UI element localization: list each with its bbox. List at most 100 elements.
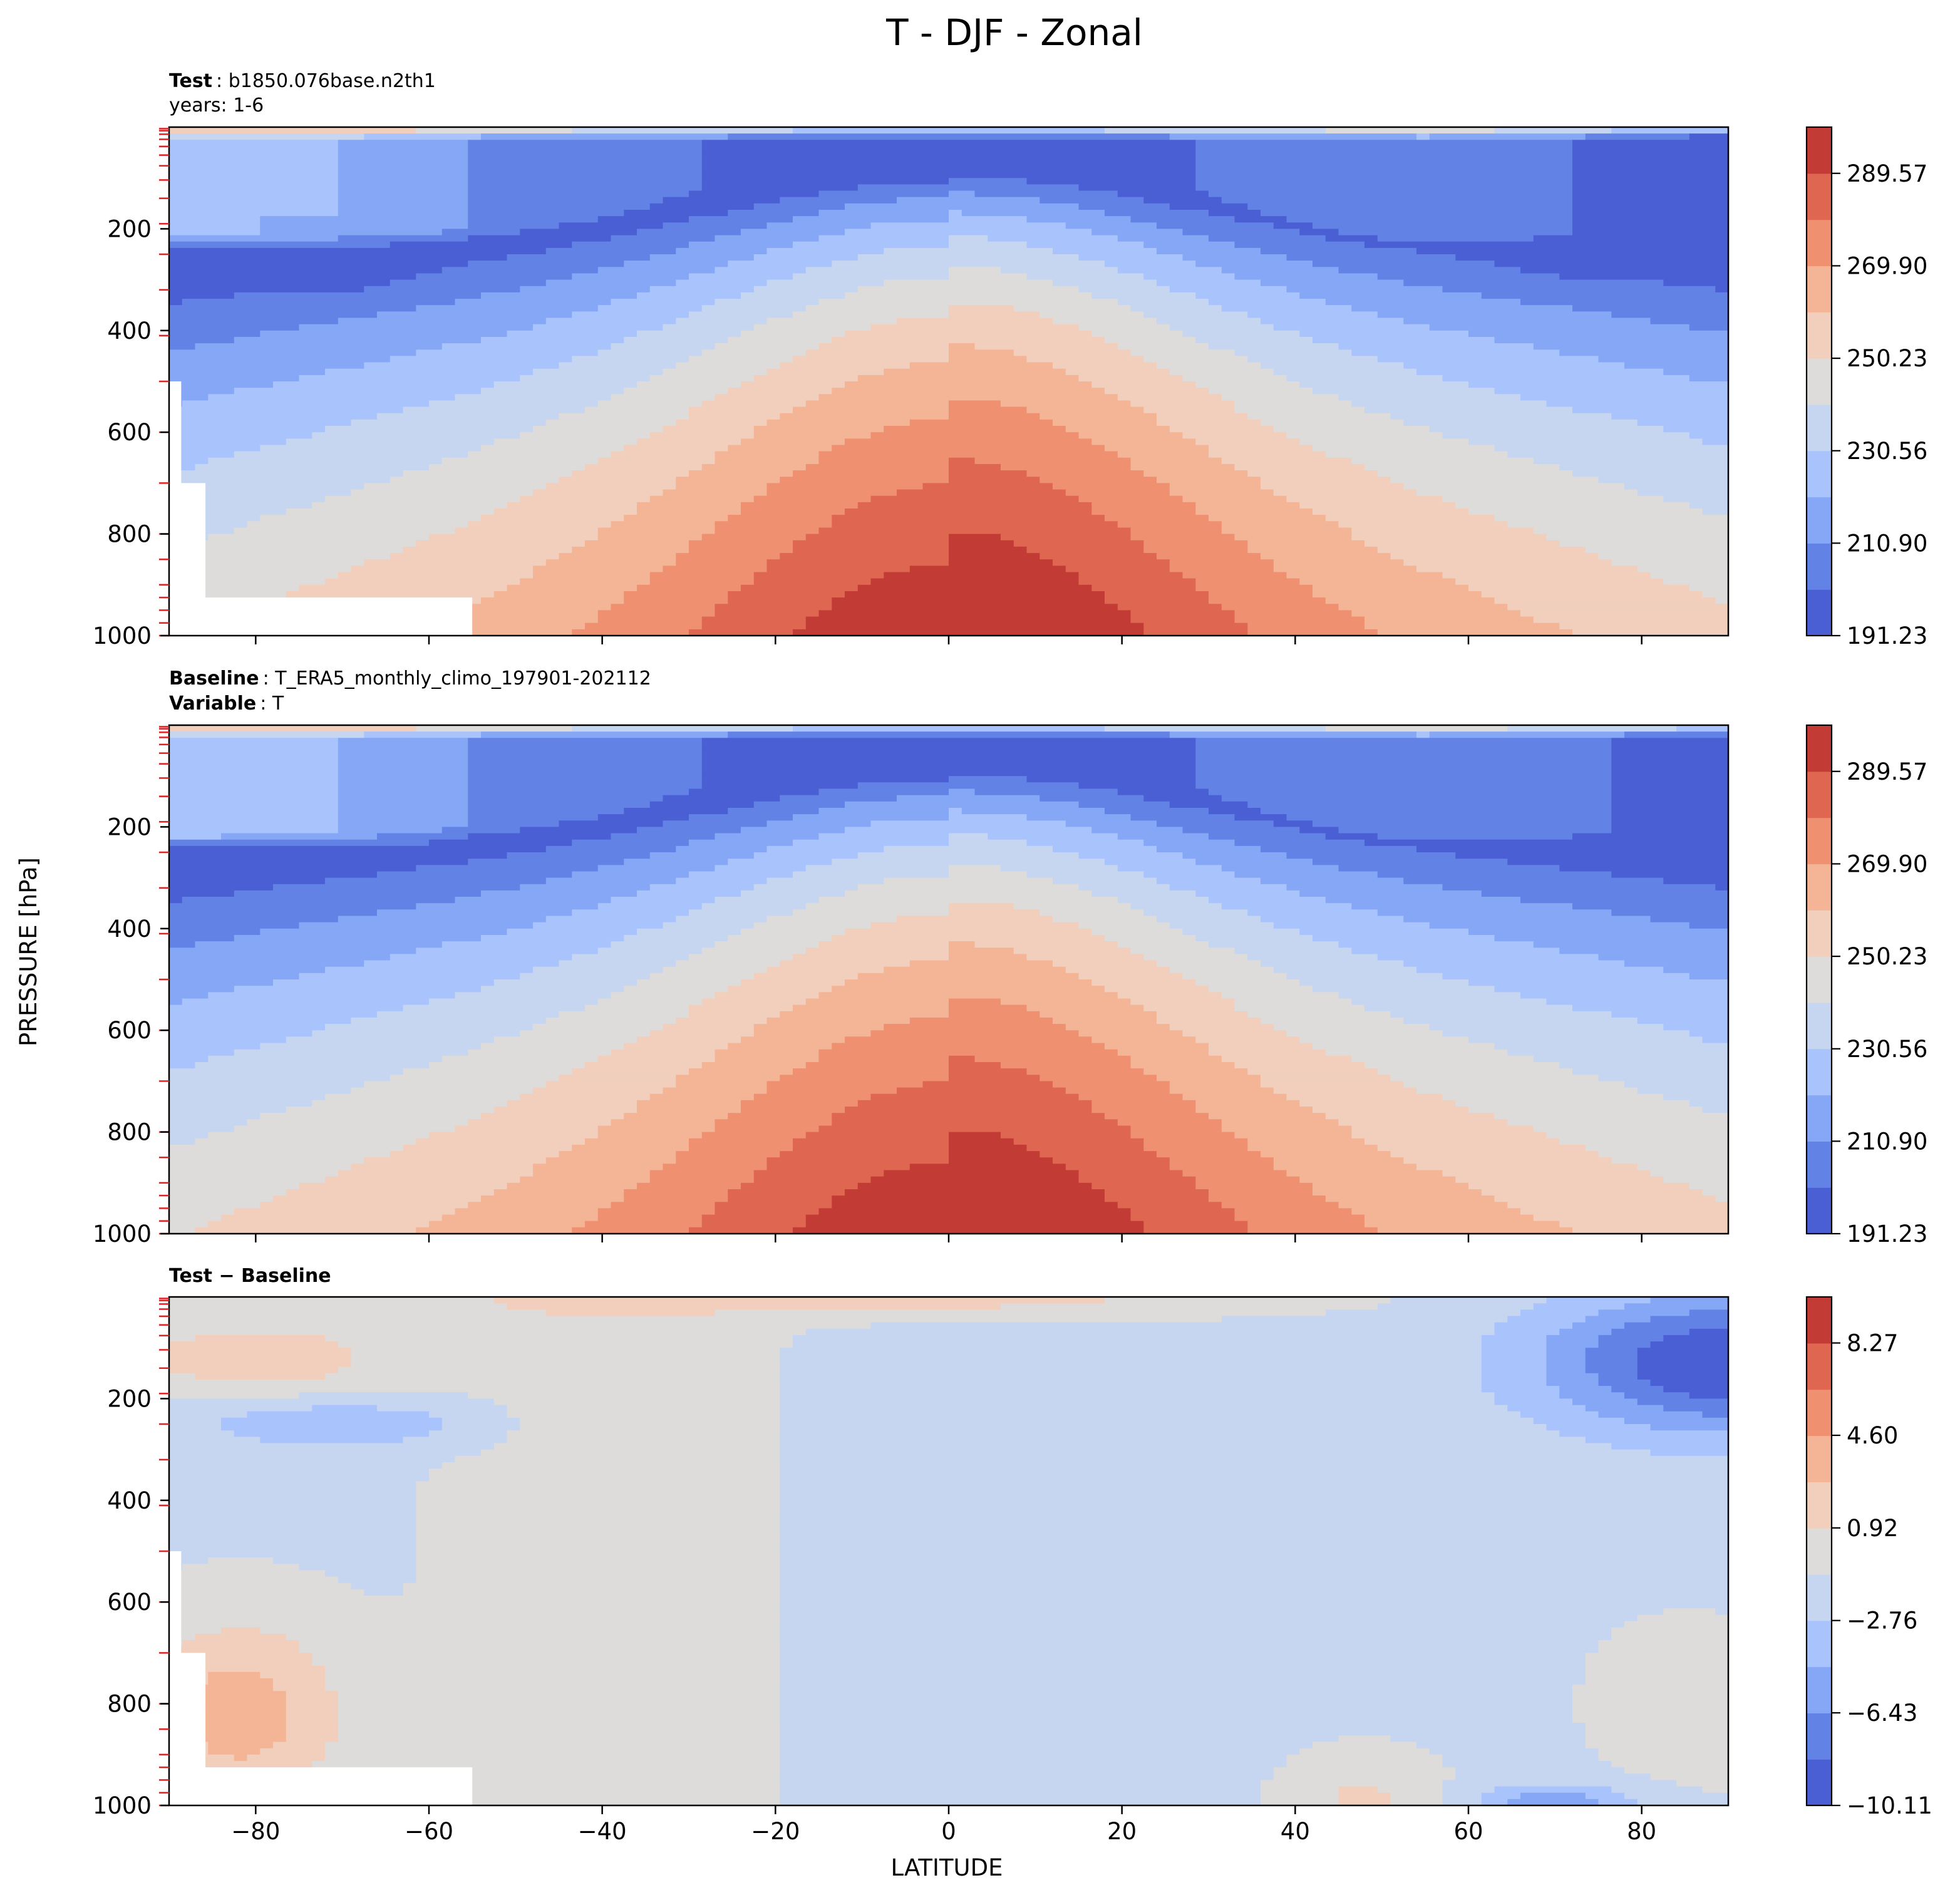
colorbar-segment (1807, 1759, 1832, 1806)
contour-cell (169, 1519, 417, 1527)
contour-cell (780, 1576, 1729, 1584)
contour-cell (468, 833, 612, 840)
contour-cell (649, 254, 755, 261)
contour-cell (1494, 388, 1729, 395)
contour-cell (1572, 1697, 1729, 1705)
contour-cell (884, 426, 1066, 433)
contour-cell (1572, 470, 1729, 478)
contour-cell (429, 1411, 508, 1418)
contour-cell (1039, 1075, 1157, 1082)
contour-cell (520, 1093, 651, 1101)
contour-cell (780, 1532, 1729, 1539)
contour-cell (545, 1309, 716, 1317)
contour-cell (597, 1208, 716, 1216)
contour-cell (780, 1392, 1495, 1400)
contour-cell (1261, 210, 1573, 217)
contour-cell (1313, 1107, 1469, 1113)
contour-cell (1195, 165, 1573, 172)
contour-cell (1546, 1354, 1586, 1361)
contour-cell (169, 1107, 287, 1113)
contour-cell (753, 374, 859, 382)
contour-cell (1481, 1379, 1547, 1386)
contour-cell (1130, 527, 1222, 535)
contour-cell (572, 1068, 689, 1076)
contour-cell (1195, 750, 1612, 758)
contour-cell (1157, 279, 1261, 287)
contour-cell (766, 966, 885, 974)
contour-cell (1572, 1322, 1625, 1329)
contour-cell (701, 622, 807, 630)
contour-cell (169, 502, 313, 509)
contour-cell (1105, 725, 1326, 732)
contour-cell (1715, 597, 1729, 605)
contour-cell (1507, 725, 1677, 732)
contour-cell (234, 388, 482, 395)
contour-cell (389, 477, 560, 484)
contour-cell (741, 509, 845, 515)
contour-cell (1013, 1138, 1145, 1145)
contour-cell (338, 146, 469, 153)
contour-cell (169, 801, 339, 808)
contour-cell (338, 801, 469, 808)
contour-cell (1611, 801, 1729, 808)
contour-cell (1442, 374, 1690, 382)
contour-cell (961, 210, 1105, 217)
contour-cell (1053, 845, 1157, 853)
contour-cell (793, 1227, 1144, 1234)
contour-cell (766, 565, 910, 573)
contour-cell (1299, 827, 1339, 834)
contour-cell (793, 629, 1144, 636)
contour-cell (649, 203, 755, 210)
contour-cell (884, 966, 1066, 974)
colorbar-segment (1807, 1713, 1832, 1760)
contour-cell (468, 814, 599, 822)
contour-cell (1481, 1341, 1547, 1349)
contour-cell (1234, 1004, 1365, 1012)
contour-cell (1195, 584, 1313, 592)
contour-cell (585, 1138, 689, 1145)
contour-cell (1261, 553, 1391, 560)
colorbar-tick-label: 289.57 (1847, 160, 1927, 187)
contour-cell (1143, 871, 1235, 879)
test-label: Test (169, 70, 212, 92)
contour-cell (507, 852, 651, 859)
contour-cell (169, 470, 404, 478)
contour-cell (1650, 1774, 1729, 1781)
contour-cell (793, 954, 949, 961)
contour-cell (559, 1011, 689, 1018)
contour-cell (780, 1366, 1482, 1374)
colorbar-segment (1807, 127, 1832, 174)
contour-cell (468, 738, 703, 745)
contour-cell (1195, 509, 1313, 515)
contour-cell (701, 998, 807, 1006)
contour-cell (1130, 349, 1235, 357)
contour-cell (377, 909, 573, 917)
contour-cell (429, 622, 585, 630)
contour-cell (689, 413, 781, 420)
contour-cell (611, 451, 716, 458)
colorbar-segment (1807, 497, 1832, 544)
contour-cell (1209, 1049, 1326, 1056)
contour-cell (1078, 578, 1197, 586)
contour-cell (689, 406, 793, 414)
contour-cell (701, 782, 859, 790)
contour-cell (1338, 1799, 1391, 1806)
contour-cell (169, 1221, 209, 1228)
contour-cell (325, 368, 534, 376)
contour-cell (1209, 591, 1313, 598)
contour-cell (1157, 1017, 1261, 1025)
x-tick-label: 80 (1627, 1818, 1656, 1845)
contour-cell (714, 992, 820, 999)
contour-cell (663, 1087, 768, 1095)
contour-cell (884, 877, 1053, 885)
contour-cell (1169, 1081, 1261, 1088)
contour-cell (805, 534, 949, 541)
contour-cell (1001, 400, 1132, 408)
contour-cell (1559, 1138, 1729, 1145)
contour-cell (1585, 1360, 1638, 1368)
contour-cell (780, 1748, 1301, 1755)
contour-cell (1624, 960, 1729, 968)
contour-cell (1117, 190, 1209, 198)
contour-cell (1091, 1107, 1197, 1113)
